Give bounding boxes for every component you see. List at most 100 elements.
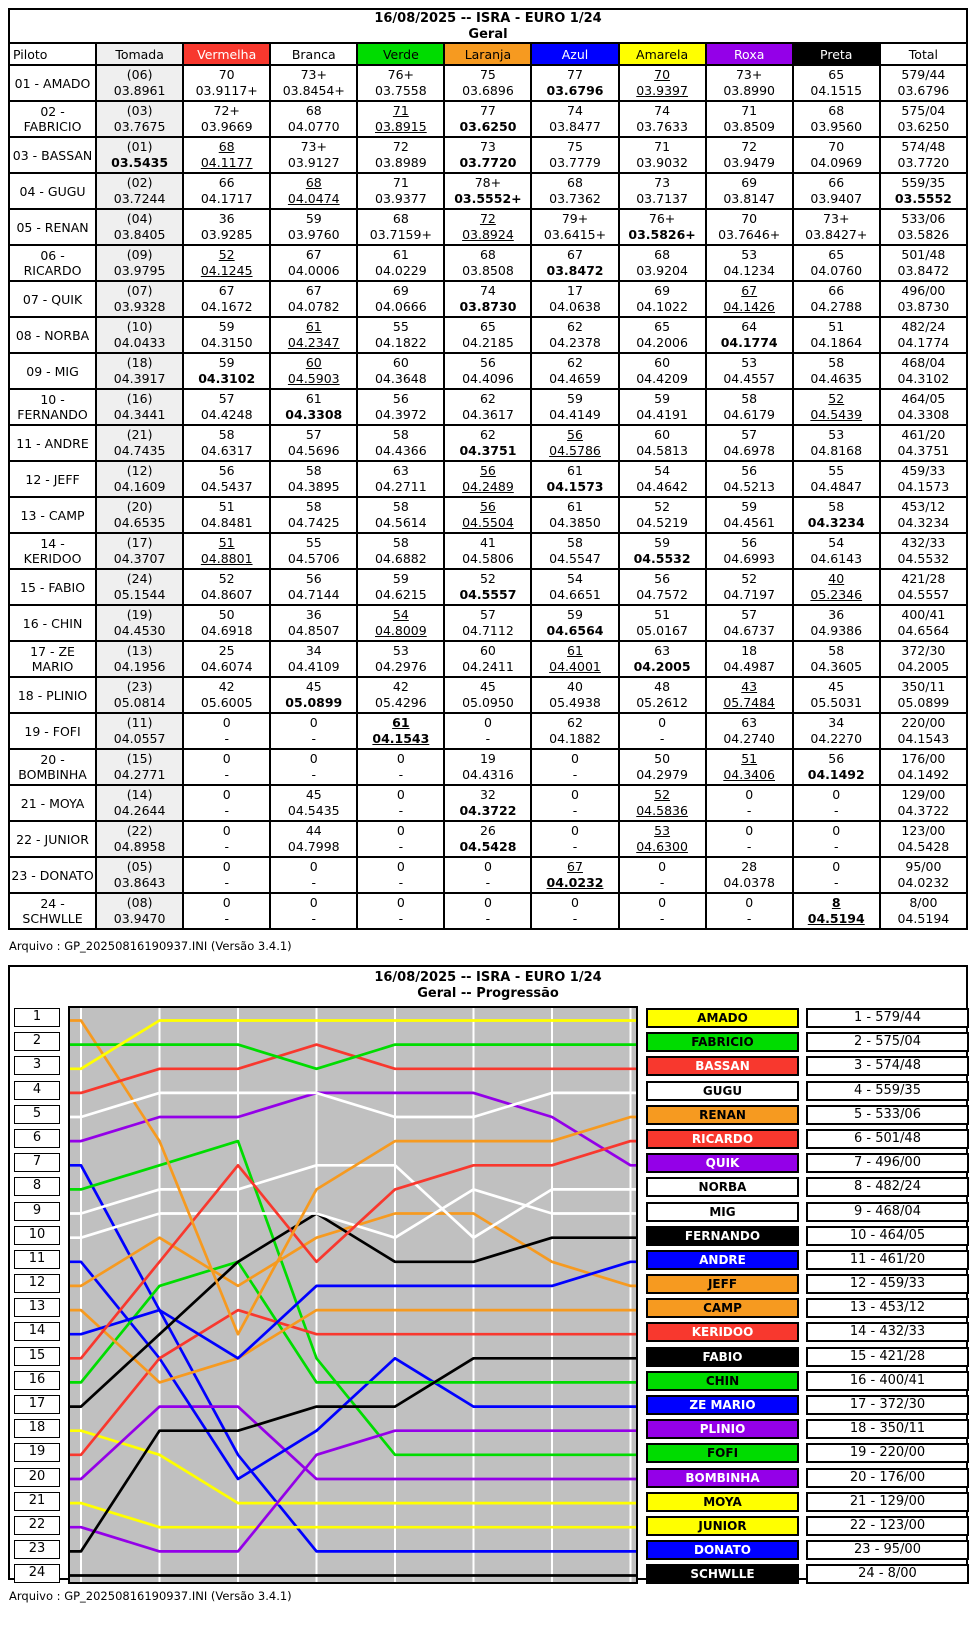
legend-item-quik: QUIK bbox=[646, 1153, 799, 1174]
final-result-moya: 21 - 129/00 bbox=[806, 1491, 969, 1512]
result-cell-laranja: 52 04.5557 bbox=[443, 568, 533, 606]
result-cell-total: 459/33 04.1573 bbox=[878, 460, 969, 498]
position-label-1: 1 bbox=[14, 1008, 60, 1027]
position-label-12: 12 bbox=[14, 1274, 60, 1294]
result-cell-branca: 56 04.7144 bbox=[269, 568, 359, 606]
result-cell-branca: 67 04.0782 bbox=[269, 280, 359, 318]
result-cell-azul: 62 04.2378 bbox=[530, 316, 620, 354]
result-cell-verde: 56 04.3972 bbox=[356, 388, 446, 426]
result-cell-branca: 73+ 03.9127 bbox=[269, 136, 359, 174]
final-result-jeff: 12 - 459/33 bbox=[806, 1274, 969, 1295]
position-label-15: 15 bbox=[14, 1346, 60, 1366]
result-cell-verde: 0- bbox=[356, 856, 446, 894]
result-cell-tomada: (03) 03.7675 bbox=[95, 100, 185, 138]
result-cell-roxa: 73+ 03.8990 bbox=[704, 64, 794, 102]
result-cell-roxa: 64 04.1774 bbox=[704, 316, 794, 354]
result-cell-verde: 55 04.1822 bbox=[356, 316, 446, 354]
final-result-quik: 7 - 496/00 bbox=[806, 1153, 969, 1174]
result-cell-tomada: (11) 04.0557 bbox=[95, 712, 185, 750]
legend-item-schwlle: SCHWLLE bbox=[646, 1564, 799, 1585]
driver-name: 18 - PLINIO bbox=[7, 676, 98, 714]
driver-row: 20 - BOMBINHA (15) 04.2771 0-0-0-19 04.4316 0… bbox=[7, 748, 969, 786]
result-cell-preta: 58 04.4635 bbox=[791, 352, 881, 390]
result-cell-tomada: (17) 04.3707 bbox=[95, 532, 185, 570]
table-header-row: Piloto Tomada Vermelha Branca Verde Laranja Az… bbox=[7, 42, 969, 66]
legend-item-moya: MOYA bbox=[646, 1491, 799, 1512]
result-cell-laranja: 0- bbox=[443, 856, 533, 894]
result-cell-vermelha: 66 04.1717 bbox=[182, 172, 272, 210]
result-cell-laranja: 56 04.2489 bbox=[443, 460, 533, 498]
result-cell-azul: 17 04.0638 bbox=[530, 280, 620, 318]
driver-name: 04 - GUGU bbox=[7, 172, 98, 210]
result-cell-amarela: 68 03.9204 bbox=[617, 244, 707, 282]
result-cell-azul: 0- bbox=[530, 748, 620, 786]
result-cell-vermelha: 57 04.4248 bbox=[182, 388, 272, 426]
final-result-fabio: 15 - 421/28 bbox=[806, 1346, 969, 1367]
result-cell-amarela: 0- bbox=[617, 712, 707, 750]
result-cell-azul: 56 04.5786 bbox=[530, 424, 620, 462]
result-cell-preta: 73+ 03.8427+ bbox=[791, 208, 881, 246]
final-result-mig: 9 - 468/04 bbox=[806, 1201, 969, 1222]
result-cell-branca: 0- bbox=[269, 748, 359, 786]
legend-item-bombinha: BOMBINHA bbox=[646, 1467, 799, 1488]
result-cell-amarela: 52 04.5836 bbox=[617, 784, 707, 822]
result-cell-total: 350/11 05.0899 bbox=[878, 676, 969, 714]
driver-name: 10 - FERNANDO bbox=[7, 388, 98, 426]
result-cell-preta: 0- bbox=[791, 784, 881, 822]
result-cell-tomada: (21) 04.7435 bbox=[95, 424, 185, 462]
result-cell-preta: 56 04.1492 bbox=[791, 748, 881, 786]
result-cell-total: 559/35 03.5552 bbox=[878, 172, 969, 210]
result-cell-verde: 61 04.0229 bbox=[356, 244, 446, 282]
legend-item-jeff: JEFF bbox=[646, 1274, 799, 1295]
result-cell-roxa: 71 03.8509 bbox=[704, 100, 794, 138]
result-cell-tomada: (10) 04.0433 bbox=[95, 316, 185, 354]
driver-name: 22 - JUNIOR bbox=[7, 820, 98, 858]
result-cell-roxa: 57 04.6737 bbox=[704, 604, 794, 642]
result-cell-preta: 0- bbox=[791, 820, 881, 858]
chart-title: 16/08/2025 -- ISRA - EURO 1/24 Geral -- … bbox=[10, 967, 966, 1002]
result-cell-branca: 67 04.0006 bbox=[269, 244, 359, 282]
legend-item-junior: JUNIOR bbox=[646, 1515, 799, 1536]
driver-name: 05 - RENAN bbox=[7, 208, 98, 246]
result-cell-laranja: 72 03.8924 bbox=[443, 208, 533, 246]
driver-row: 04 - GUGU (02) 03.7244 66 04.1717 68 04.0474 71… bbox=[7, 172, 969, 210]
result-cell-azul: 67 04.0232 bbox=[530, 856, 620, 894]
result-cell-branca: 44 04.7998 bbox=[269, 820, 359, 858]
result-cell-vermelha: 58 04.6317 bbox=[182, 424, 272, 462]
result-cell-amarela: 52 04.5219 bbox=[617, 496, 707, 534]
result-cell-tomada: (14) 04.2644 bbox=[95, 784, 185, 822]
result-cell-preta: 34 04.2270 bbox=[791, 712, 881, 750]
result-cell-vermelha: 50 04.6918 bbox=[182, 604, 272, 642]
driver-name: 13 - CAMP bbox=[7, 496, 98, 534]
legend-item-fabio: FABIO bbox=[646, 1346, 799, 1367]
position-scale: 1 2 3 4 5 6 7 8 9 10 11 12 13 14 15 16 17 18 19 20 21 22 23 24 bbox=[14, 1008, 60, 1589]
result-cell-vermelha: 0- bbox=[182, 856, 272, 894]
driver-row: 21 - MOYA (14) 04.2644 0-45 04.5435 0-32 04.37… bbox=[7, 784, 969, 822]
result-cell-amarela: 59 04.4191 bbox=[617, 388, 707, 426]
table-title: 16/08/2025 -- ISRA - EURO 1/24 Geral bbox=[8, 8, 968, 44]
result-cell-laranja: 74 03.8730 bbox=[443, 280, 533, 318]
result-cell-tomada: (05) 03.8643 bbox=[95, 856, 185, 894]
result-cell-laranja: 19 04.4316 bbox=[443, 748, 533, 786]
position-label-24: 24 bbox=[14, 1564, 60, 1584]
result-cell-laranja: 45 05.0950 bbox=[443, 676, 533, 714]
result-cell-vermelha: 0- bbox=[182, 712, 272, 750]
result-cell-branca: 58 04.7425 bbox=[269, 496, 359, 534]
result-cell-total: 468/04 04.3102 bbox=[878, 352, 969, 390]
final-result-camp: 13 - 453/12 bbox=[806, 1298, 969, 1319]
result-cell-preta: 54 04.6143 bbox=[791, 532, 881, 570]
column-header-piloto: Piloto bbox=[7, 42, 98, 66]
driver-row: 19 - FOFI (11) 04.0557 0-0-61 04.1543 0-62 04.… bbox=[7, 712, 969, 750]
driver-row: 09 - MIG (18) 04.3917 59 04.3102 60 04.5903 60 0… bbox=[7, 352, 969, 390]
result-cell-vermelha: 72+ 03.9669 bbox=[182, 100, 272, 138]
result-cell-branca: 60 04.5903 bbox=[269, 352, 359, 390]
position-label-9: 9 bbox=[14, 1201, 60, 1221]
result-cell-total: 579/44 03.6796 bbox=[878, 64, 969, 102]
result-cell-vermelha: 67 04.1672 bbox=[182, 280, 272, 318]
result-cell-total: 8/00 04.5194 bbox=[878, 892, 969, 930]
result-cell-total: 176/00 04.1492 bbox=[878, 748, 969, 786]
final-result-andre: 11 - 461/20 bbox=[806, 1249, 969, 1270]
final-result-fernando: 10 - 464/05 bbox=[806, 1225, 969, 1246]
result-cell-laranja: 65 04.2185 bbox=[443, 316, 533, 354]
legend-item-ricardo: RICARDO bbox=[646, 1128, 799, 1149]
